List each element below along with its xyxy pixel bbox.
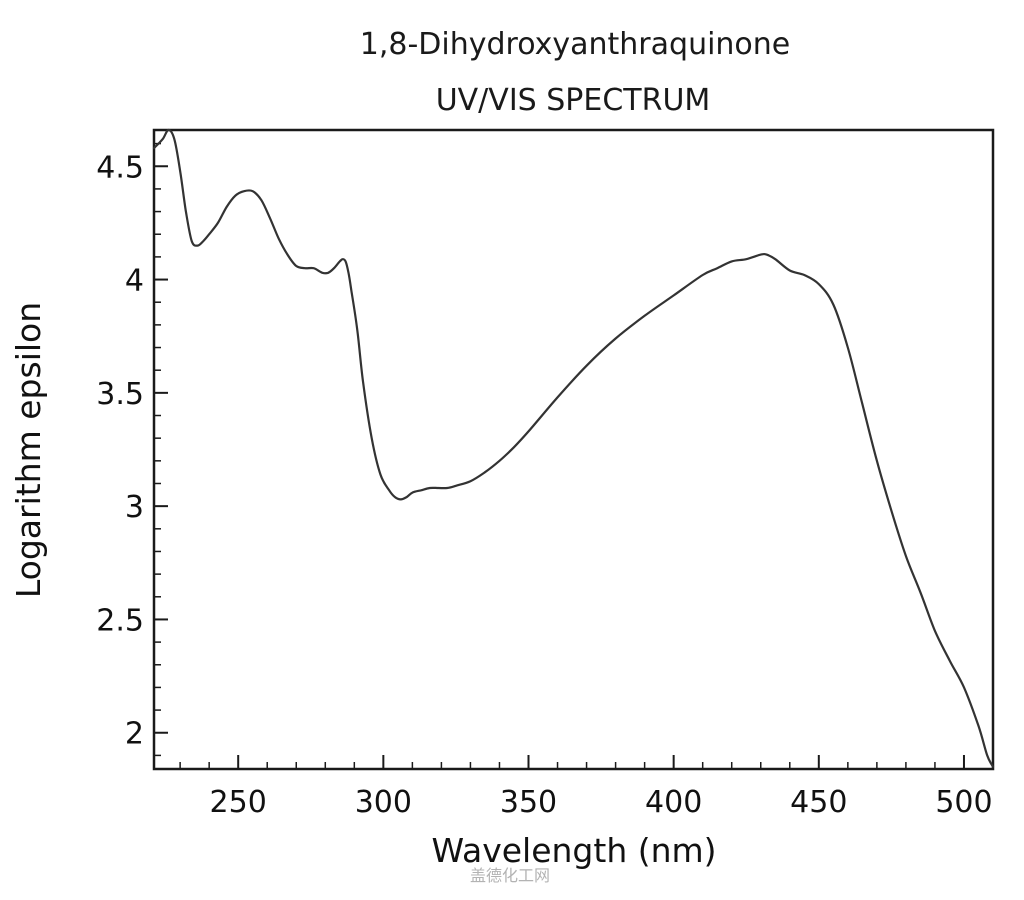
- chart-subtitle: UV/VIS SPECTRUM: [436, 83, 711, 118]
- y-tick-label: 3: [125, 490, 144, 525]
- x-axis-ticks: [179, 755, 994, 769]
- x-tick-label: 500: [935, 785, 992, 820]
- x-tick-label: 400: [645, 785, 702, 820]
- y-tick-label: 2.5: [96, 603, 144, 638]
- plot-frame: [152, 128, 995, 771]
- x-tick-label: 450: [790, 785, 847, 820]
- y-tick-label: 3.5: [96, 377, 144, 412]
- y-axis-tick-labels: 2 2.5 3 3.5 4 4.5: [96, 150, 144, 751]
- x-tick-label: 250: [210, 785, 267, 820]
- watermark: 盖德化工网: [470, 866, 550, 885]
- y-axis-label: Logarithm epsilon: [9, 302, 48, 598]
- x-tick-label: 350: [500, 785, 557, 820]
- y-tick-label: 4.5: [96, 150, 144, 185]
- y-axis-ticks: [154, 142, 168, 757]
- x-axis-tick-labels: 250 300 350 400 450 500: [210, 785, 993, 820]
- y-tick-label: 4: [125, 264, 144, 299]
- series-line: [152, 128, 995, 768]
- x-tick-label: 300: [355, 785, 412, 820]
- chart-title: 1,8-Dihydroxyanthraquinone: [360, 27, 791, 62]
- x-axis-label: Wavelength (nm): [431, 831, 716, 870]
- y-tick-label: 2: [125, 717, 144, 752]
